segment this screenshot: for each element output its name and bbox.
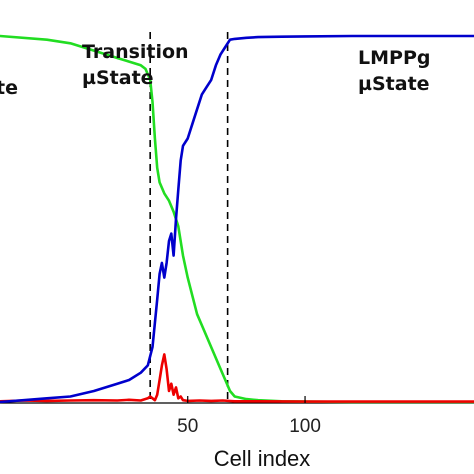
state-boundaries [149, 32, 229, 402]
series-layer [0, 34, 474, 404]
state-label-2: LMPPg µState [358, 47, 430, 95]
series-line-3 [0, 353, 474, 403]
x-ticks: 50 100 [177, 396, 321, 437]
x-tick-label: 100 [289, 416, 321, 437]
state-label-1: Transition µState [82, 41, 189, 89]
x-axis-title: Cell index [214, 446, 311, 471]
x-tick-label: 50 [177, 416, 198, 437]
series-line-1 [0, 34, 474, 404]
state-label-3: te [0, 77, 18, 99]
series-line-2 [0, 34, 474, 404]
annotations: Transition µState LMPPg µState te [0, 41, 430, 99]
